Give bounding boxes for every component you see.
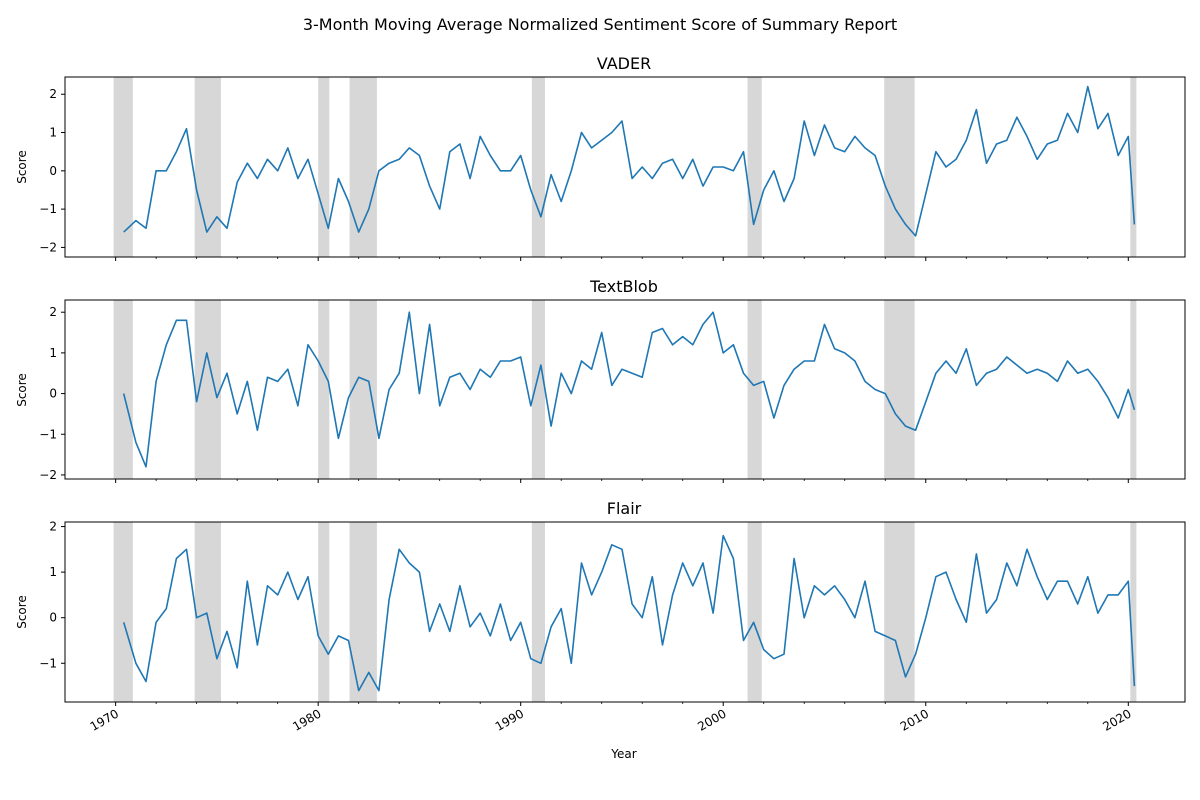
recession-band-vader-5	[747, 77, 762, 257]
recession-band-flair-5	[747, 522, 762, 702]
recession-band-flair-2	[318, 522, 330, 702]
recession-band-vader-0	[113, 77, 133, 257]
y-tick-label-textblob-0: −2	[39, 468, 57, 482]
panel-title-flair: Flair	[607, 499, 642, 518]
y-tick-label-textblob-1: −1	[39, 427, 57, 441]
series-line-vader	[123, 85, 1136, 237]
recession-band-textblob-0	[113, 300, 133, 479]
y-tick-label-flair-2: 1	[49, 565, 57, 579]
figure-title: 3-Month Moving Average Normalized Sentim…	[303, 15, 897, 34]
y-axis-label-vader: Score	[15, 150, 29, 184]
series-line-textblob	[122, 311, 1136, 468]
series-line-flair	[122, 534, 1136, 692]
recession-band-textblob-2	[318, 300, 330, 479]
y-tick-label-flair-0: −1	[39, 656, 57, 670]
y-tick-label-textblob-2: 0	[49, 387, 57, 401]
y-axis-label-flair: Score	[15, 595, 29, 629]
recession-band-textblob-7	[1130, 300, 1137, 479]
y-tick-label-vader-2: 0	[49, 164, 57, 178]
y-tick-label-textblob-4: 2	[49, 305, 57, 319]
y-tick-label-vader-0: −2	[39, 240, 57, 254]
recession-band-flair-1	[194, 522, 221, 702]
recession-band-textblob-5	[747, 300, 762, 479]
axes-frame-vader	[64, 76, 1186, 258]
axes-frame-textblob	[64, 299, 1186, 480]
y-tick-label-vader-4: 2	[49, 87, 57, 101]
recession-band-textblob-6	[884, 300, 915, 479]
y-tick-label-vader-1: −1	[39, 202, 57, 216]
recession-band-textblob-4	[531, 300, 545, 479]
recession-band-flair-0	[113, 522, 133, 702]
recession-band-flair-3	[349, 522, 377, 702]
x-axis-label: Year	[610, 747, 636, 761]
panel-title-vader: VADER	[597, 54, 651, 73]
recession-band-vader-6	[884, 77, 915, 257]
axes-frame-flair	[64, 521, 1186, 703]
y-tick-label-flair-3: 2	[49, 520, 57, 534]
recession-band-flair-6	[884, 522, 915, 702]
y-tick-label-vader-3: 1	[49, 126, 57, 140]
recession-band-flair-4	[531, 522, 545, 702]
recession-band-vader-1	[194, 77, 221, 257]
y-axis-label-textblob: Score	[15, 373, 29, 407]
recession-band-vader-7	[1130, 77, 1137, 257]
recession-band-textblob-3	[349, 300, 377, 479]
panel-title-textblob: TextBlob	[589, 277, 658, 296]
y-tick-label-flair-1: 0	[49, 611, 57, 625]
recession-band-flair-7	[1130, 522, 1137, 702]
y-tick-label-textblob-3: 1	[49, 346, 57, 360]
recession-band-vader-4	[531, 77, 545, 257]
panel-textblob: TextBlob Score −2 −1 0 1 2	[15, 277, 1186, 483]
recession-band-vader-2	[318, 77, 330, 257]
panel-vader: VADER Score −2 −1 0 1 2	[15, 54, 1186, 261]
recession-band-vader-3	[349, 77, 377, 257]
